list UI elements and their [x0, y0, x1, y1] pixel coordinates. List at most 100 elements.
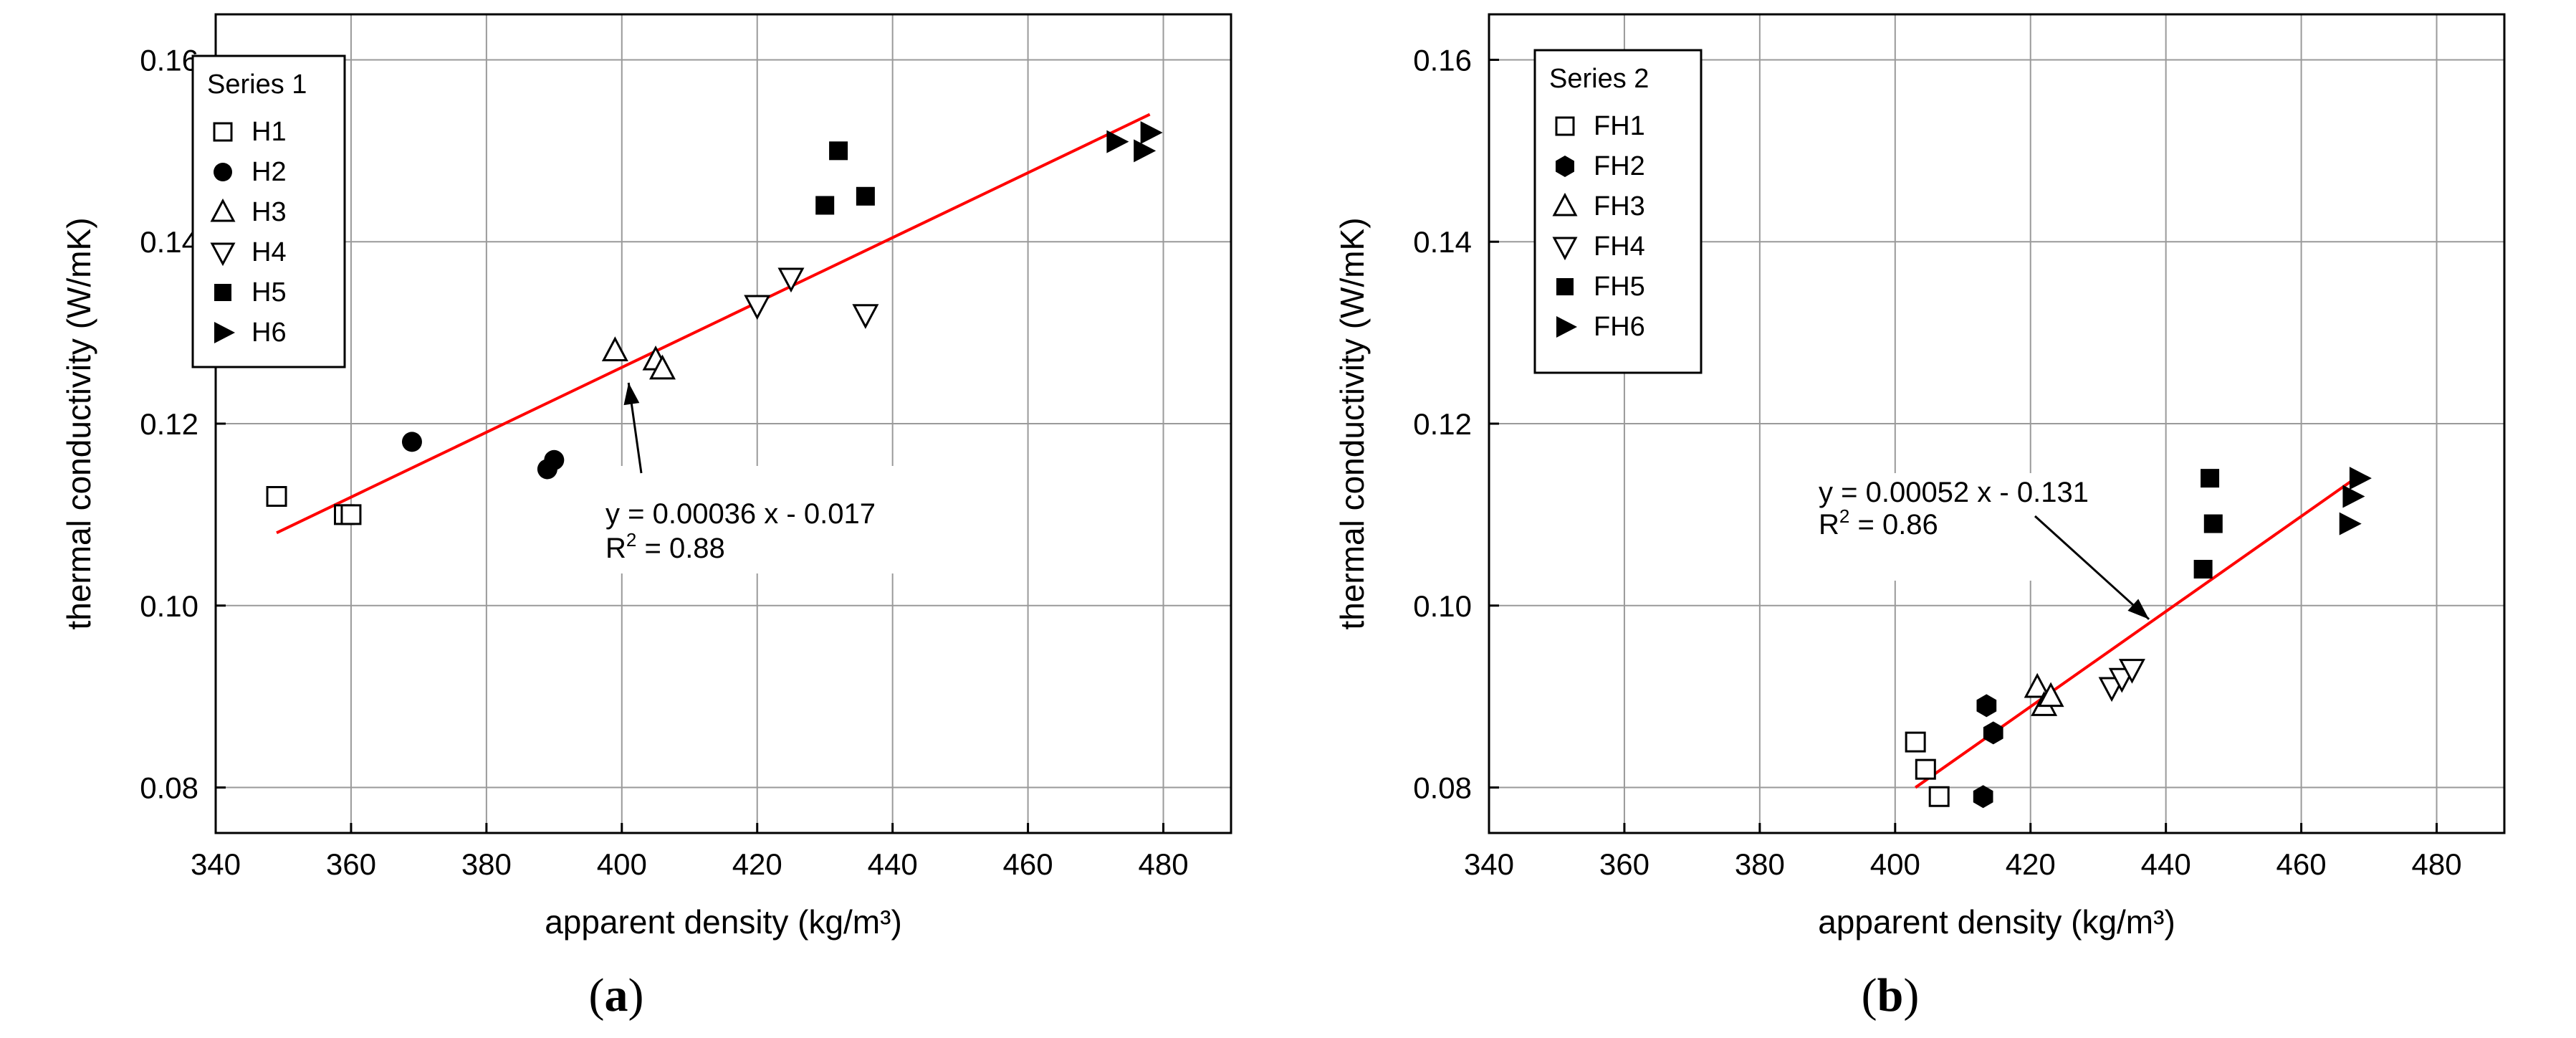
- data-point-h4: [744, 295, 771, 320]
- x-tick-label: 340: [191, 847, 241, 881]
- grid-lines: [215, 14, 1231, 833]
- y-tick-label: 0.08: [1413, 771, 1472, 805]
- data-point-fh3: [2024, 672, 2051, 698]
- series-fh2: [1973, 694, 2003, 809]
- legend-label-fh6: FH6: [1594, 312, 1645, 342]
- panel-caption: (b): [1862, 969, 1920, 1022]
- data-point-fh6: [2349, 467, 2372, 490]
- legend: Series 1 H1 H2 H3 H4 H5 H6: [191, 54, 346, 368]
- y-axis-label: thermal conductivity (W/mK): [1334, 217, 1371, 629]
- axis-ticks: 340 360 380 400 420 440 460 480 0.08 0.10 0.12 0.14…: [140, 43, 1188, 881]
- legend-label-h6: H6: [252, 318, 287, 348]
- legend-marker-h1: [213, 122, 233, 142]
- fit-equation: y = 0.00052 x - 0.131: [1819, 477, 2089, 508]
- legend-marker-fh2: [1556, 156, 1574, 177]
- r-squared: R2 = 0.86: [1819, 505, 1938, 541]
- r-squared-superscript: 2: [626, 529, 636, 551]
- data-point-fh2: [1983, 721, 2003, 745]
- x-tick-label: 460: [1003, 847, 1053, 881]
- x-tick-label: 380: [461, 847, 512, 881]
- data-point-h4: [852, 304, 879, 329]
- data-point-h1: [266, 486, 287, 508]
- series-fh5: [2193, 469, 2223, 579]
- data-point-h1: [340, 504, 362, 525]
- legend-label-fh3: FH3: [1594, 191, 1645, 222]
- data-point-fh4: [2118, 659, 2145, 684]
- legend-label-fh1: FH1: [1594, 111, 1645, 141]
- fit-line: [276, 113, 1151, 535]
- legend-label-h1: H1: [252, 117, 287, 147]
- axis-ticks: 340 360 380 400 420 440 460 480 0.08 0.10 0.12 0.14…: [1413, 43, 2461, 881]
- y-tick-label: 0.16: [1413, 43, 1472, 77]
- series-h3: [601, 336, 676, 380]
- legend-label-fh2: FH2: [1594, 151, 1645, 181]
- x-tick-label: 460: [2276, 847, 2327, 881]
- x-tick-label: 360: [1599, 847, 1649, 881]
- panel-caption-letter: a: [605, 969, 628, 1022]
- data-point-h3: [648, 354, 676, 380]
- x-tick-label: 420: [732, 847, 782, 881]
- legend-marker-h6: [214, 322, 235, 343]
- data-point-fh1: [1915, 758, 1936, 780]
- x-tick-label: 400: [597, 847, 647, 881]
- data-point-h6: [1140, 120, 1163, 144]
- annotation-arrow: [2034, 515, 2150, 620]
- data-point-fh2: [1973, 785, 1993, 809]
- x-tick-label: 400: [1870, 847, 1920, 881]
- y-tick-label: 0.12: [1413, 407, 1472, 441]
- data-point-h2: [401, 432, 422, 452]
- y-tick-label: 0.14: [1413, 225, 1472, 259]
- legend-marker-fh5: [1556, 278, 1574, 295]
- annotation-background: [1806, 473, 2128, 581]
- legend-marker-fh1: [1555, 116, 1575, 136]
- x-tick-label: 440: [2141, 847, 2191, 881]
- data-point-fh6: [2342, 485, 2365, 508]
- panel-caption-letter: b: [1877, 969, 1904, 1022]
- panel-caption: (a): [589, 969, 644, 1022]
- legend-marker-h3: [210, 198, 236, 222]
- r-squared: R2 = 0.88: [605, 529, 725, 564]
- series-h6: [1106, 120, 1163, 163]
- annotation-arrowhead: [2127, 599, 2150, 619]
- chart-panel-b: 340 360 380 400 420 440 460 480 0.08 0.10 0.12 0.14…: [1334, 13, 2506, 1022]
- data-point-h3: [601, 336, 628, 361]
- data-point-h5: [815, 196, 835, 215]
- annotation-arrowhead: [623, 382, 640, 406]
- data-point-h6: [1134, 139, 1157, 163]
- series-fh6: [2339, 467, 2372, 535]
- data-point-fh3: [2037, 682, 2064, 708]
- y-tick-label: 0.12: [140, 407, 198, 441]
- x-tick-label: 480: [1138, 847, 1188, 881]
- data-point-fh5: [2201, 469, 2220, 488]
- plot-frame: [214, 13, 1232, 834]
- legend-title: Series 1: [207, 70, 307, 100]
- series-fh3: [2024, 672, 2064, 716]
- x-tick-label: 480: [2411, 847, 2461, 881]
- data-point-fh2: [1976, 694, 1997, 718]
- series-fh4: [2098, 659, 2145, 703]
- legend-label-h2: H2: [252, 157, 287, 187]
- legend-label-h4: H4: [252, 237, 287, 267]
- data-point-h5: [829, 141, 848, 161]
- data-point-fh1: [1905, 731, 1926, 753]
- legend-marker-fh3: [1552, 192, 1578, 216]
- x-tick-label: 420: [2006, 847, 2056, 881]
- data-point-h4: [777, 267, 805, 293]
- x-axis-label: apparent density (kg/m³): [1818, 903, 2175, 941]
- y-tick-label: 0.10: [140, 589, 198, 623]
- legend-label-fh4: FH4: [1594, 232, 1645, 262]
- y-axis-label: thermal conductivity (W/mK): [60, 217, 97, 629]
- r-squared-value: = 0.86: [1849, 509, 1938, 541]
- legend-title: Series 2: [1549, 64, 1649, 94]
- annotation-background: [602, 466, 924, 573]
- data-point-h6: [1106, 130, 1129, 153]
- y-tick-label: 0.16: [140, 43, 198, 77]
- plot-frame: [1488, 13, 2506, 834]
- series-h5: [815, 141, 875, 215]
- y-tick-label: 0.08: [140, 771, 198, 805]
- legend-marker-fh6: [1556, 316, 1577, 338]
- series-fh1: [1905, 731, 1950, 807]
